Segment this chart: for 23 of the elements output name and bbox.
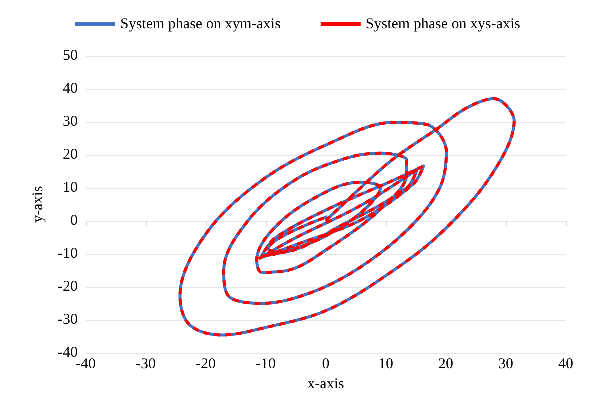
- x-tick-label: 10: [378, 356, 394, 373]
- x-tick-label: 0: [322, 356, 330, 373]
- x-tick-label: -10: [256, 356, 276, 373]
- legend-label: System phase on xym-axis: [120, 16, 282, 32]
- y-tick-label: -40: [58, 345, 78, 362]
- y-tick-label: 50: [63, 48, 78, 64]
- x-tick-label: -30: [136, 356, 156, 373]
- x-tick-label: 30: [498, 356, 514, 373]
- x-tick-label: 40: [558, 356, 574, 373]
- y-tick-label: 20: [63, 147, 78, 164]
- y-tick-label: 30: [63, 114, 78, 130]
- y-tick-label: -30: [58, 312, 78, 328]
- x-tick-label: 20: [438, 356, 454, 373]
- y-axis-title: y-axis: [30, 186, 46, 223]
- x-axis-title: x-axis: [308, 376, 344, 392]
- y-tick-label: -20: [58, 279, 78, 296]
- y-tick-label: 0: [70, 213, 78, 230]
- y-tick-label: 40: [63, 81, 78, 98]
- y-tick-label: 10: [63, 180, 78, 196]
- y-tick-label: -10: [58, 246, 78, 262]
- x-tick-label: -20: [196, 356, 216, 373]
- x-tick-label: -40: [76, 356, 96, 373]
- legend-label: System phase on xys-axis: [366, 16, 521, 32]
